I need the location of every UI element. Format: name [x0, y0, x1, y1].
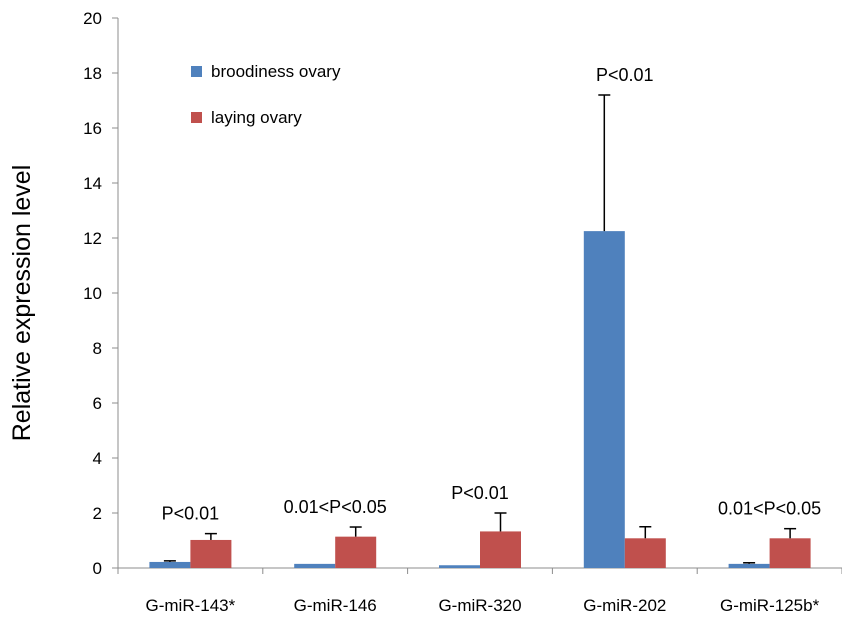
category-label: G-miR-202: [583, 596, 666, 615]
bars: [149, 94, 811, 568]
bar: [769, 538, 811, 568]
y-tick-label: 18: [83, 64, 102, 83]
labels: G-miR-143* P<0.01 G-miR-146 0.01<P<0.05 G-mi…: [146, 65, 822, 615]
bar: [624, 538, 666, 568]
significance-annotation: 0.01<P<0.05: [718, 499, 821, 519]
y-axis-label: Relative expression level: [8, 165, 36, 442]
legend: broodiness ovary laying ovary: [191, 62, 341, 127]
y-tick-label: 6: [93, 394, 102, 413]
y-tick-label: 20: [83, 9, 102, 28]
legend-swatch: [191, 112, 202, 123]
significance-annotation: P<0.01: [596, 65, 654, 85]
significance-annotation: 0.01<P<0.05: [284, 497, 387, 517]
category-label: G-miR-146: [294, 596, 377, 615]
significance-annotation: P<0.01: [451, 483, 509, 503]
bar: [728, 563, 770, 568]
legend-swatch: [191, 66, 202, 77]
bar: [583, 231, 625, 568]
y-tick-label: 10: [83, 284, 102, 303]
category-label: G-miR-320: [438, 596, 521, 615]
y-tick-label: 4: [93, 449, 102, 468]
y-tick-label: 8: [93, 339, 102, 358]
bar: [335, 536, 377, 568]
legend-label: broodiness ovary: [211, 62, 341, 81]
y-tick-label: 2: [93, 504, 102, 523]
axes: 0 2 4 6 8 10 12 14 16 18 20: [83, 9, 842, 578]
bar: [480, 531, 521, 568]
category-label: G-miR-125b*: [720, 596, 820, 615]
bar: [294, 563, 336, 568]
significance-annotation: P<0.01: [162, 504, 220, 524]
category-label: G-miR-143*: [146, 596, 236, 615]
y-tick-label: 12: [83, 229, 102, 248]
y-tick-label: 16: [83, 119, 102, 138]
y-tick-label: 0: [93, 559, 102, 578]
legend-label: laying ovary: [211, 108, 302, 127]
y-tick-label: 14: [83, 174, 102, 193]
bar: [190, 539, 232, 568]
bar: [149, 561, 191, 568]
bar: [439, 565, 480, 568]
